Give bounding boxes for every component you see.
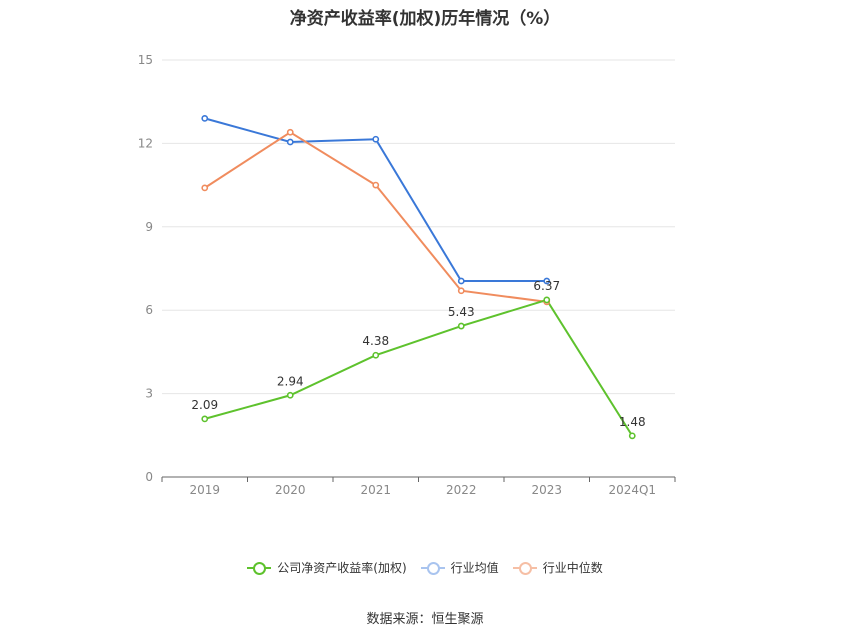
data-point: [457, 322, 465, 330]
x-tick-label: 2021: [360, 483, 391, 497]
data-point: [372, 351, 380, 359]
x-tick-label: 2020: [275, 483, 306, 497]
y-tick-label: 3: [145, 387, 153, 401]
x-tick-label: 2024Q1: [608, 483, 656, 497]
data-point: [628, 432, 636, 440]
data-label: 6.37: [533, 279, 560, 293]
y-tick-label: 0: [145, 470, 153, 484]
chart-title: 净资产收益率(加权)历年情况（%）: [289, 9, 561, 29]
data-point: [201, 184, 209, 192]
y-axis-ticks: 0 3 6 9 12 15: [138, 53, 153, 484]
data-point: [372, 181, 380, 189]
legend-label-industry-mean: 行业均值: [450, 561, 499, 575]
legend: 公司净资产收益率(加权) 行业均值 行业中位数: [0, 559, 850, 576]
data-point: [286, 138, 294, 146]
y-tick-label: 6: [145, 303, 153, 317]
data-label: 5.43: [448, 305, 475, 319]
legend-item-industry-mean[interactable]: 行业均值: [420, 559, 499, 576]
series-line: [204, 117, 547, 283]
data-point: [286, 128, 294, 136]
data-point: [543, 296, 551, 304]
x-tick-label: 2022: [446, 483, 477, 497]
legend-marker-company: [247, 561, 272, 575]
x-axis: 2019 2020 2021 2022 2023 2024Q1: [161, 476, 676, 497]
data-labels: 2.09 2.94 4.38 5.43 6.37 1.48: [191, 279, 645, 429]
series-line: [204, 298, 634, 437]
data-label: 2.94: [277, 374, 304, 388]
y-tick-label: 9: [145, 220, 153, 234]
data-point: [543, 277, 551, 285]
data-point: [201, 114, 209, 122]
y-tick-label: 15: [138, 53, 153, 67]
legend-label-industry-median: 行业中位数: [542, 561, 603, 575]
data-point: [201, 415, 209, 423]
legend-marker-industry-mean: [420, 561, 445, 575]
data-label: 4.38: [362, 334, 389, 348]
data-point: [372, 135, 380, 143]
legend-item-company[interactable]: 公司净资产收益率(加权): [247, 559, 407, 576]
series-line: [204, 131, 547, 303]
data-label: 2.09: [191, 398, 218, 412]
legend-item-industry-median[interactable]: 行业中位数: [512, 559, 603, 576]
data-label: 1.48: [619, 415, 646, 429]
series-lines: [204, 117, 634, 437]
line-chart: 0 3 6 9 12 15 2019 2020 2021 2022 2023 2024Q1 2.09…: [138, 53, 676, 497]
data-point: [286, 391, 294, 399]
x-tick-label: 2023: [531, 483, 562, 497]
legend-label-company: 公司净资产收益率(加权): [277, 561, 407, 575]
x-tick-label: 2019: [189, 483, 220, 497]
data-source: 数据来源：恒生聚源: [366, 612, 484, 627]
data-point: [457, 277, 465, 285]
series-points: [201, 114, 636, 440]
y-tick-label: 12: [138, 136, 153, 150]
legend-marker-industry-median: [512, 561, 537, 575]
gridlines: [162, 59, 675, 395]
data-point: [457, 287, 465, 295]
